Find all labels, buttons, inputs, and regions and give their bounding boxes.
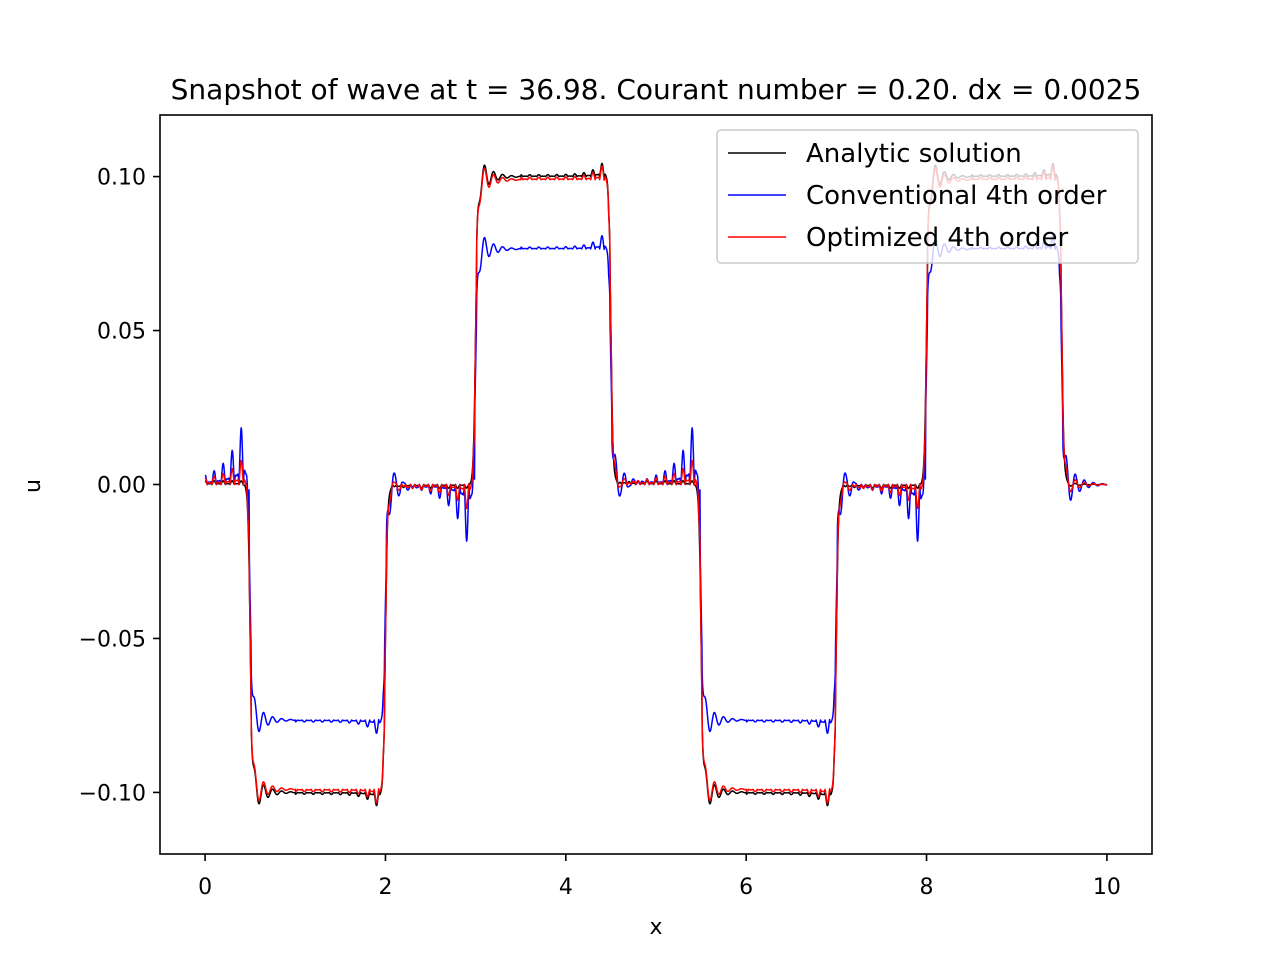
legend: Analytic solution Conventional 4th order O…	[716, 129, 1139, 264]
x-tick-label: 8	[920, 875, 934, 900]
y-tick-label: 0.10	[97, 166, 146, 191]
chart-title: Snapshot of wave at t = 36.98. Courant n…	[171, 73, 1142, 106]
x-tick-label: 6	[739, 875, 753, 900]
legend-label-1: Analytic solution	[806, 139, 1022, 169]
legend-box	[716, 129, 1139, 264]
legend-label-3: Optimized 4th order	[806, 223, 1068, 253]
y-axis-ticks: 0.10 0.05 0.00 −0.05 −0.10	[79, 166, 160, 806]
x-tick-label: 0	[198, 875, 212, 900]
y-axis-label: u	[21, 479, 46, 493]
x-axis-ticks: 0 2 4 6 8 10	[198, 854, 1121, 900]
x-tick-label: 10	[1093, 875, 1121, 900]
y-tick-label: 0.05	[97, 320, 146, 345]
legend-label-2: Conventional 4th order	[806, 181, 1107, 211]
y-tick-label: 0.00	[97, 474, 146, 499]
y-tick-label: −0.05	[79, 627, 146, 652]
x-tick-label: 4	[559, 875, 573, 900]
y-tick-label: −0.10	[79, 781, 146, 806]
x-axis-label: x	[649, 915, 662, 940]
x-tick-label: 2	[378, 875, 392, 900]
